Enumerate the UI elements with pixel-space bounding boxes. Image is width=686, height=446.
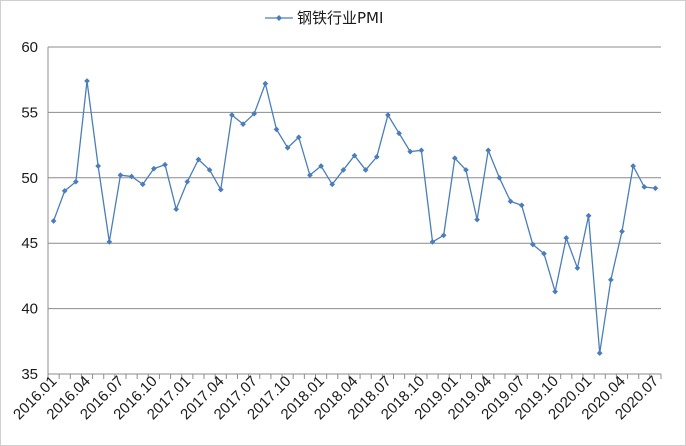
y-tick-label: 35 <box>21 366 38 383</box>
data-point <box>273 126 280 133</box>
axes <box>47 47 662 379</box>
y-tick-labels: 35 40 45 50 55 60 <box>21 39 38 383</box>
data-point <box>329 181 336 188</box>
data-point <box>619 228 625 235</box>
y-tick-label: 45 <box>21 235 38 252</box>
series-line <box>52 80 656 354</box>
data-point <box>440 232 447 239</box>
data-point <box>507 198 514 205</box>
data-point <box>284 144 291 151</box>
series <box>50 78 659 357</box>
data-point <box>50 218 57 224</box>
data-point <box>362 166 369 173</box>
data-point <box>585 212 592 219</box>
legend: 钢铁行业PMI <box>265 9 383 27</box>
data-point <box>451 155 458 162</box>
data-point <box>552 288 559 295</box>
data-point <box>61 187 68 194</box>
y-tick-label: 40 <box>21 301 38 318</box>
data-point <box>184 178 191 185</box>
data-point <box>217 186 224 193</box>
data-point <box>318 163 325 169</box>
data-point <box>485 147 492 154</box>
data-point <box>106 238 113 245</box>
data-point <box>139 181 146 188</box>
data-point <box>228 112 235 118</box>
data-point <box>128 173 135 180</box>
grid-lines <box>48 46 661 310</box>
data-point <box>474 216 481 223</box>
data-point <box>262 80 269 87</box>
data-point <box>295 134 302 141</box>
y-tick-label: 60 <box>21 39 38 56</box>
data-point <box>518 202 525 209</box>
data-point <box>630 163 637 169</box>
data-point <box>641 184 648 190</box>
data-point <box>162 161 168 168</box>
data-point <box>117 172 124 179</box>
data-point <box>607 276 614 283</box>
data-point <box>195 156 202 163</box>
data-point <box>396 130 403 137</box>
data-point <box>173 206 180 213</box>
data-point <box>72 178 79 185</box>
data-point <box>373 153 380 160</box>
data-point <box>384 112 391 118</box>
data-point <box>652 185 659 192</box>
data-point <box>84 78 90 84</box>
data-point <box>251 110 258 117</box>
legend-diamond-marker <box>276 15 282 21</box>
data-point <box>306 172 313 179</box>
data-point <box>340 166 347 173</box>
data-point <box>541 250 547 257</box>
data-point <box>418 147 425 154</box>
data-point <box>240 121 246 128</box>
data-point <box>95 163 102 169</box>
data-point <box>496 174 503 181</box>
data-point <box>596 350 603 357</box>
data-point <box>206 166 213 173</box>
legend-label: 钢铁行业PMI <box>297 9 383 27</box>
y-tick-label: 55 <box>21 104 38 121</box>
data-point <box>529 241 536 248</box>
y-tick-label: 50 <box>21 170 38 187</box>
data-point <box>351 152 358 159</box>
x-tick-labels: 2016.012016.042016.072016.102017.012017.… <box>10 373 662 423</box>
data-point <box>150 165 157 172</box>
data-point <box>463 166 469 173</box>
data-point <box>407 148 414 155</box>
data-point <box>563 235 570 241</box>
data-point <box>429 238 436 245</box>
data-point <box>574 265 581 272</box>
